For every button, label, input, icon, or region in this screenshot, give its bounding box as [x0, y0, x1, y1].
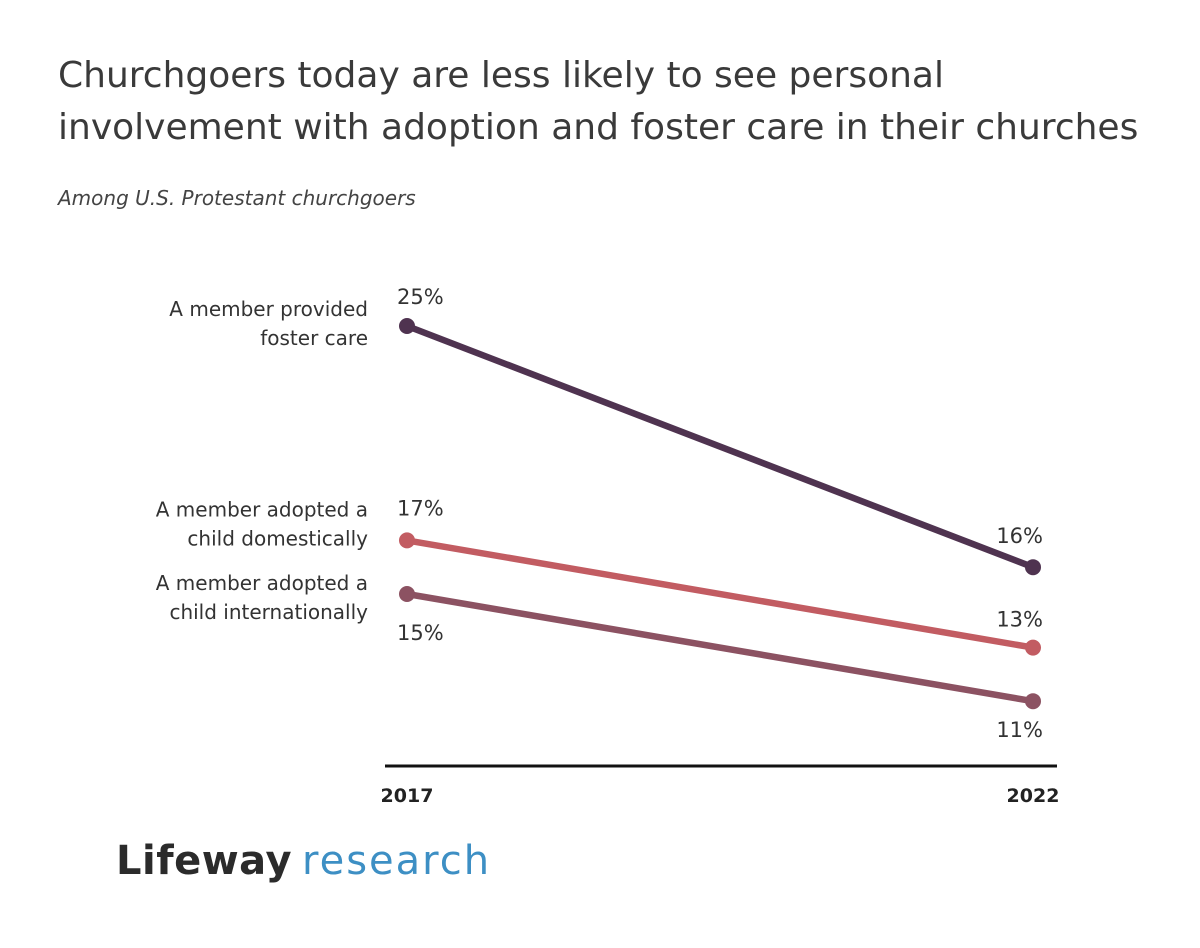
series-name-3-line-2: child internationally: [169, 600, 368, 624]
series-name-1-line-2: foster care: [260, 326, 368, 350]
x-tick-label-2017: 2017: [381, 785, 434, 807]
data-label-1-2017: 25%: [397, 285, 444, 309]
data-point-3-2022: [1025, 693, 1041, 710]
chart-title-line-2: involvement with adoption and foster car…: [58, 107, 1139, 148]
series-line-2: [403, 537, 1037, 651]
lifeway-research-logo: Lifeway research: [116, 838, 491, 884]
series-name-1-line-1: A member provided: [169, 297, 368, 321]
series-line-1: [403, 322, 1037, 571]
chart-title: Churchgoers today are less likely to see…: [58, 50, 1178, 154]
data-point-1-2017: [399, 318, 415, 334]
series-line-3: [403, 590, 1037, 705]
data-label-2-2017: 17%: [397, 496, 444, 520]
data-label-1-2022: 16%: [996, 524, 1043, 548]
series-name-2-line-1: A member adopted a: [156, 497, 368, 521]
logo-brand-text: Lifeway: [116, 838, 293, 884]
data-point-2-2017: [399, 532, 415, 549]
chart-title-line-1: Churchgoers today are less likely to see…: [58, 55, 944, 96]
series-name-3-line-1: A member adopted a: [156, 571, 368, 595]
chart-subtitle: Among U.S. Protestant churchgoers: [58, 186, 416, 210]
series-name-2-line-2: child domestically: [187, 526, 368, 550]
logo-research-text: research: [302, 838, 492, 884]
data-label-2-2022: 13%: [996, 608, 1043, 632]
data-point-1-2022: [1025, 559, 1041, 576]
data-point-2-2022: [1025, 639, 1041, 656]
data-label-3-2017: 15%: [397, 621, 444, 645]
data-point-3-2017: [399, 586, 415, 602]
data-label-3-2022: 11%: [996, 718, 1043, 742]
x-tick-label-2022: 2022: [1007, 785, 1060, 807]
